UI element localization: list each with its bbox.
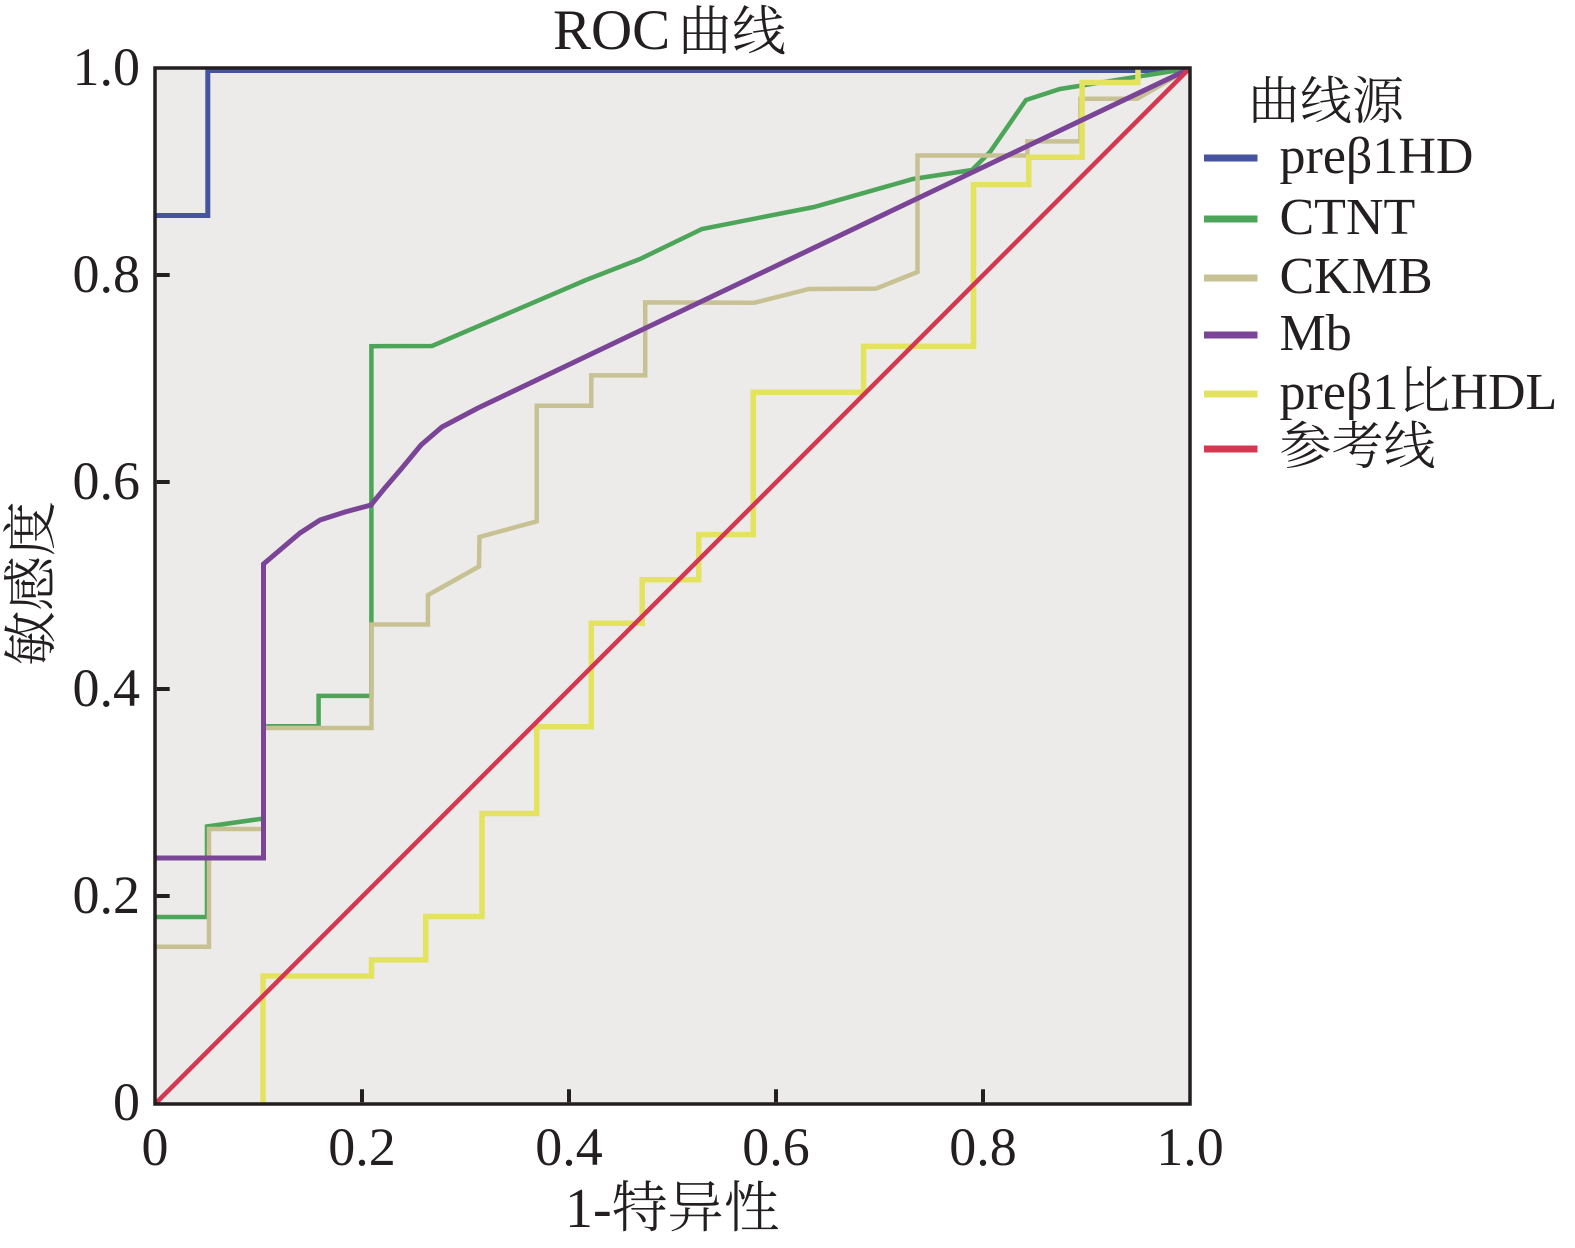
svg-text:ROC: ROC	[553, 0, 670, 62]
svg-text:00.20.40.60.81.0: 0 0.2 0.4 0.6 0.8 1.0	[142, 1117, 1224, 1177]
svg-text:CKMB: CKMB	[1280, 248, 1433, 305]
svg-text:HDL: HDL	[1450, 364, 1557, 421]
svg-text:1-: 1-	[565, 1178, 612, 1240]
svg-text:1.00.80.60.40.20: 1.0 0.8 0.6 0.4 0.2 0	[73, 37, 141, 1132]
svg-text:preβ1: preβ1	[1280, 364, 1399, 421]
svg-text:preβ1HD: preβ1HD	[1280, 128, 1474, 185]
svg-text:Mb: Mb	[1280, 305, 1352, 362]
svg-text:CTNT: CTNT	[1280, 189, 1416, 246]
